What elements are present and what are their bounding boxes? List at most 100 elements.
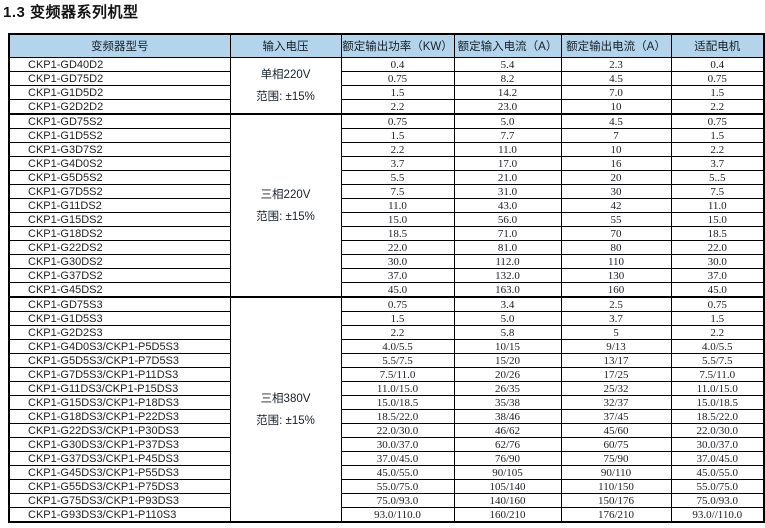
model-cell: CKP1-GD40D2 [8, 57, 231, 72]
output-current-cell: 160 [560, 282, 672, 298]
output-current-cell: 9/13 [560, 339, 672, 354]
input-current-cell: 31.0 [453, 184, 562, 199]
motor-cell: 1.5 [670, 85, 765, 100]
motor-cell: 2.2 [670, 325, 765, 340]
table-row: CKP1-G30DS3/CKP1-P37DS3 30.0/37.0 62/76 60/… [8, 437, 765, 452]
input-current-cell: 56.0 [453, 212, 562, 227]
output-current-cell: 2.5 [560, 296, 672, 312]
output-current-cell: 42 [560, 198, 672, 213]
motor-cell: 11.0 [670, 198, 765, 213]
output-current-cell: 70 [560, 226, 672, 241]
output-power-cell: 7.5/11.0 [340, 367, 455, 382]
motor-cell: 2.2 [670, 142, 765, 157]
input-current-cell: 105/140 [453, 479, 562, 494]
table-row: CKP1-GD40D2 单相220V 范围: ±15% 0.4 5.4 2.3 0.4 [8, 57, 765, 115]
output-power-cell: 22.0/30.0 [340, 423, 455, 438]
model-cell: CKP1-GD75S3 [8, 296, 231, 312]
output-power-cell: 2.2 [340, 99, 455, 115]
motor-cell: 3.7 [670, 156, 765, 171]
output-current-cell: 37/45 [560, 409, 672, 424]
model-cell: CKP1-G93DS3/CKP1-P110S3 [8, 507, 231, 523]
model-cell: CKP1-G75DS3/CKP1-P93DS3 [8, 493, 231, 508]
model-cell: CKP1-G5D5S3/CKP1-P7D5S3 [8, 353, 231, 368]
output-current-cell: 4.5 [560, 113, 672, 129]
table-row: CKP1-G11DS3/CKP1-P15DS3 11.0/15.0 26/35 25/… [8, 381, 765, 396]
table-row: CKP1-G11DS2 11.0 43.0 42 11.0 [8, 198, 765, 213]
output-power-cell: 55.0/75.0 [340, 479, 455, 494]
output-power-cell: 4.0/5.5 [340, 339, 455, 354]
output-current-cell: 13/17 [560, 353, 672, 368]
output-power-cell: 15.0 [340, 212, 455, 227]
table-row: CKP1-G45DS2 45.0 163.0 160 45.0 [8, 282, 765, 298]
output-current-cell: 10 [560, 99, 672, 115]
model-cell: CKP1-G7D5S2 [8, 184, 231, 199]
table-row: CKP1-G7D5S2 7.5 31.0 30 7.5 [8, 184, 765, 199]
input-current-cell: 5.4 [453, 57, 562, 72]
input-current-cell: 71.0 [453, 226, 562, 241]
column-header-5: 适配电机 [670, 33, 765, 58]
motor-cell: 7.5 [670, 184, 765, 199]
table-row: CKP1-G18DS3/CKP1-P22DS3 18.5/22.0 38/46 37/… [8, 409, 765, 424]
input-voltage-cell: 三相380V 范围: ±15% [229, 296, 342, 523]
motor-cell: 0.75 [670, 113, 765, 129]
motor-cell: 2.2 [670, 99, 765, 115]
output-current-cell: 5 [560, 325, 672, 340]
column-header-2: 额定输出功率（KW） [340, 33, 455, 58]
table-row: CKP1-G15DS2 15.0 56.0 55 15.0 [8, 212, 765, 227]
output-current-cell: 17/25 [560, 367, 672, 382]
model-cell: CKP1-GD75D2 [8, 71, 231, 86]
column-header-4: 额定输出电流（A） [560, 33, 672, 58]
model-cell: CKP1-G1D5D2 [8, 85, 231, 100]
table-row: CKP1-G18DS2 18.5 71.0 70 18.5 [8, 226, 765, 241]
motor-cell: 15.0/18.5 [670, 395, 765, 410]
output-power-cell: 30.0 [340, 254, 455, 269]
output-current-cell: 90/110 [560, 465, 672, 480]
table-row: CKP1-G5D5S3/CKP1-P7D5S3 5.5/7.5 15/20 13/17… [8, 353, 765, 368]
output-power-cell: 5.5 [340, 170, 455, 185]
output-current-cell: 176/210 [560, 507, 672, 523]
output-power-cell: 2.2 [340, 325, 455, 340]
output-current-cell: 55 [560, 212, 672, 227]
input-current-cell: 43.0 [453, 198, 562, 213]
model-cell: CKP1-G18DS3/CKP1-P22DS3 [8, 409, 231, 424]
input-current-cell: 5.0 [453, 311, 562, 326]
output-power-cell: 11.0/15.0 [340, 381, 455, 396]
column-header-3: 额定输入电流（A） [453, 33, 562, 58]
table-row: CKP1-G2D2S3 2.2 5.8 5 2.2 [8, 325, 765, 340]
motor-cell: 0.75 [670, 71, 765, 86]
table-row: CKP1-G1D5S3 1.5 5.0 3.7 1.5 [8, 311, 765, 326]
input-current-cell: 160/210 [453, 507, 562, 523]
output-current-cell: 7 [560, 128, 672, 143]
motor-cell: 4.0/5.5 [670, 339, 765, 354]
model-cell: CKP1-G2D2S3 [8, 325, 231, 340]
output-power-cell: 0.75 [340, 113, 455, 129]
motor-cell: 18.5 [670, 226, 765, 241]
output-power-cell: 45.0/55.0 [340, 465, 455, 480]
output-current-cell: 150/176 [560, 493, 672, 508]
output-current-cell: 75/90 [560, 451, 672, 466]
table-row: CKP1-G55DS3/CKP1-P75DS3 55.0/75.0 105/140 1… [8, 479, 765, 494]
motor-cell: 45.0 [670, 282, 765, 298]
output-power-cell: 22.0 [340, 240, 455, 255]
input-voltage-cell: 单相220V 范围: ±15% [229, 57, 342, 115]
input-current-cell: 81.0 [453, 240, 562, 255]
motor-cell: 93.0//110.0 [670, 507, 765, 523]
table-row: CKP1-G93DS3/CKP1-P110S3 93.0/110.0 160/210… [8, 507, 765, 523]
input-voltage-cell: 三相220V 范围: ±15% [229, 113, 342, 298]
table-row: CKP1-G7D5S3/CKP1-P11DS3 7.5/11.0 20/26 17/2… [8, 367, 765, 382]
model-cell: CKP1-G55DS3/CKP1-P75DS3 [8, 479, 231, 494]
output-current-cell: 110/150 [560, 479, 672, 494]
motor-cell: 75.0/93.0 [670, 493, 765, 508]
input-current-cell: 21.0 [453, 170, 562, 185]
voltage-type: 单相220V [260, 68, 311, 81]
input-current-cell: 20/26 [453, 367, 562, 382]
output-current-cell: 10 [560, 142, 672, 157]
input-current-cell: 11.0 [453, 142, 562, 157]
model-cell: CKP1-G2D2D2 [8, 99, 231, 115]
table-row: CKP1-GD75D2 0.75 8.2 4.5 0.75 [8, 71, 765, 86]
motor-cell: 55.0/75.0 [670, 479, 765, 494]
model-cell: CKP1-G11DS3/CKP1-P15DS3 [8, 381, 231, 396]
input-current-cell: 10/15 [453, 339, 562, 354]
output-power-cell: 1.5 [340, 128, 455, 143]
output-power-cell: 93.0/110.0 [340, 507, 455, 523]
